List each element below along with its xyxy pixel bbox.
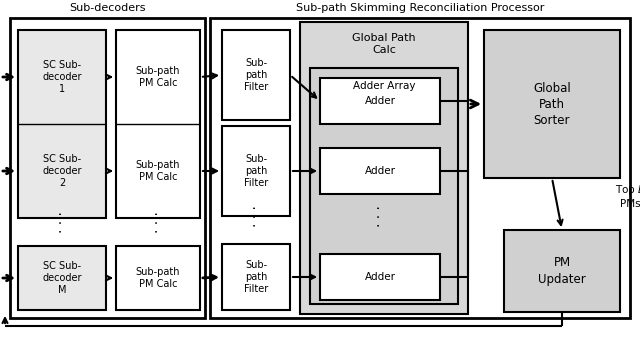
Text: Global
Path
Sorter: Global Path Sorter: [533, 82, 571, 126]
Bar: [210, 18, 630, 318]
Bar: [222, 244, 290, 310]
Text: Sub-path
PM Calc: Sub-path PM Calc: [136, 267, 180, 289]
Bar: [310, 68, 458, 304]
Text: · · ·: · · ·: [151, 211, 165, 233]
Bar: [222, 126, 290, 216]
Text: Sub-
path
Filter: Sub- path Filter: [244, 58, 268, 92]
Text: · · ·: · · ·: [55, 211, 69, 233]
Bar: [116, 246, 200, 310]
Bar: [10, 18, 205, 318]
Text: Adder Array: Adder Array: [353, 81, 415, 91]
Text: SC Sub-
decoder
1: SC Sub- decoder 1: [42, 60, 82, 94]
Bar: [222, 30, 290, 120]
Bar: [300, 22, 468, 314]
Text: Adder: Adder: [365, 272, 396, 282]
Bar: [18, 246, 106, 310]
Text: Sub-
path
Filter: Sub- path Filter: [244, 154, 268, 188]
Bar: [18, 30, 106, 218]
Text: Top $L$
PMs: Top $L$ PMs: [615, 183, 640, 209]
Text: SC Sub-
decoder
M: SC Sub- decoder M: [42, 261, 82, 296]
Text: Sub-
path
Filter: Sub- path Filter: [244, 259, 268, 295]
Text: Sub-path
PM Calc: Sub-path PM Calc: [136, 66, 180, 88]
Bar: [504, 230, 620, 312]
Bar: [320, 254, 440, 300]
Text: · · ·: · · ·: [249, 205, 263, 227]
Text: Adder: Adder: [365, 96, 396, 106]
Text: Adder: Adder: [365, 166, 396, 176]
Bar: [484, 30, 620, 178]
Text: Sub-path
PM Calc: Sub-path PM Calc: [136, 160, 180, 182]
Text: Global Path
Calc: Global Path Calc: [352, 33, 416, 55]
Text: Sub-decoders: Sub-decoders: [69, 3, 146, 13]
Text: · · ·: · · ·: [373, 205, 387, 227]
Bar: [320, 148, 440, 194]
Text: SC Sub-
decoder
2: SC Sub- decoder 2: [42, 154, 82, 188]
Text: PM
Updater: PM Updater: [538, 256, 586, 285]
Bar: [320, 78, 440, 124]
Bar: [116, 30, 200, 218]
Text: Sub-path Skimming Reconciliation Processor: Sub-path Skimming Reconciliation Process…: [296, 3, 544, 13]
